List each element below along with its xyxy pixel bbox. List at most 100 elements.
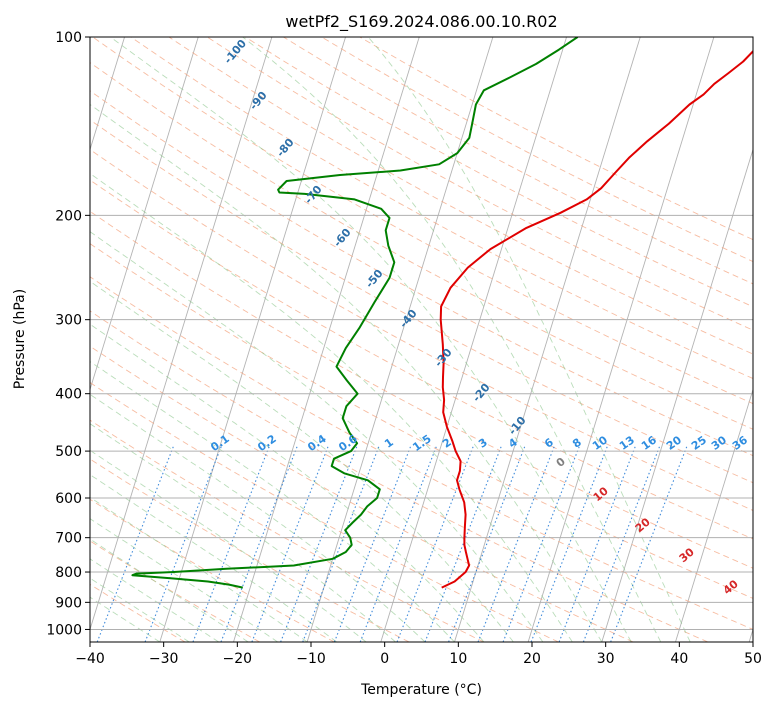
dry-adiabat-line bbox=[90, 148, 753, 511]
dry-adiabat-line bbox=[283, 37, 753, 285]
dry-adiabat-line bbox=[245, 37, 753, 308]
moist-adiabat-label: -70 bbox=[302, 183, 325, 207]
moist-adiabat-line bbox=[90, 423, 396, 642]
moist-adiabat-line bbox=[90, 172, 573, 642]
x-tick-label: 20 bbox=[523, 651, 541, 667]
dry-adiabat-line bbox=[90, 458, 410, 642]
isotherm-line bbox=[601, 148, 753, 642]
mixing-ratio-line bbox=[558, 445, 637, 642]
mixing-ratio-line bbox=[424, 445, 502, 642]
mixing-ratio-line bbox=[448, 445, 526, 642]
moist-adiabat-line bbox=[90, 393, 426, 642]
moist-adiabat-label: -90 bbox=[247, 89, 270, 113]
mixing-ratio-line bbox=[359, 445, 438, 642]
y-tick-label: 600 bbox=[55, 491, 82, 507]
x-tick-label: 0 bbox=[380, 651, 389, 667]
pressure-gridlines bbox=[90, 37, 753, 630]
x-tick-label: 10 bbox=[449, 651, 467, 667]
moist-adiabat-line bbox=[90, 538, 249, 642]
isotherm-line bbox=[233, 37, 420, 642]
dry-adiabat-line bbox=[168, 37, 753, 355]
mixing-ratio-line bbox=[220, 445, 298, 642]
dry-adiabat-line bbox=[359, 37, 753, 241]
mixing-ratio-label: 13 bbox=[617, 433, 637, 452]
moist-adiabat-line bbox=[90, 231, 544, 642]
dry-adiabat-line bbox=[90, 276, 753, 630]
dry-adiabat-line bbox=[90, 310, 709, 642]
mixing-ratio-line bbox=[582, 445, 661, 642]
dry-adiabat-line bbox=[90, 498, 335, 642]
dry-adiabat-line bbox=[92, 37, 753, 405]
moist-adiabat-label: -30 bbox=[432, 346, 455, 370]
dry-adiabat-line bbox=[90, 62, 753, 430]
dry-adiabat-line bbox=[90, 583, 186, 642]
mixing-ratio-line bbox=[280, 445, 358, 642]
chart-title: wetPf2_S169.2024.086.00.10.R02 bbox=[285, 12, 557, 32]
isotherm-line bbox=[527, 37, 715, 642]
dry-adiabat-line bbox=[90, 179, 753, 540]
mixing-ratio-label: 4 bbox=[506, 435, 520, 450]
mixing-ratio-line bbox=[530, 445, 609, 642]
mixing-ratio-label: 25 bbox=[689, 433, 709, 452]
y-tick-label: 700 bbox=[55, 531, 82, 547]
dry-adiabat-line bbox=[90, 540, 260, 642]
dry-adiabat-label: 10 bbox=[591, 484, 611, 504]
mixing-ratio-line bbox=[251, 445, 329, 642]
mixing-ratio-label: 10 bbox=[590, 433, 610, 453]
mixing-ratio-line bbox=[302, 445, 380, 642]
x-tick-label: 50 bbox=[744, 651, 762, 667]
moist-adiabat-line bbox=[90, 103, 603, 642]
isotherm-line bbox=[306, 37, 494, 642]
dry-adiabat-line bbox=[90, 382, 559, 642]
moist-adiabat-line bbox=[242, 37, 662, 642]
isotherm-line bbox=[380, 37, 568, 642]
moist-adiabat-line bbox=[90, 280, 514, 642]
dry-adiabat-label: 30 bbox=[677, 545, 697, 565]
mixing-ratio-line bbox=[96, 445, 175, 642]
x-tick-label: −30 bbox=[149, 651, 179, 667]
moist-adiabat-label: -50 bbox=[363, 267, 386, 291]
x-tick-label: 30 bbox=[597, 651, 615, 667]
mixing-ratio-label: 16 bbox=[639, 433, 659, 453]
mixing-ratio-label: 20 bbox=[664, 433, 684, 453]
moist-adiabat-line bbox=[90, 323, 485, 642]
y-tick-label: 1000 bbox=[46, 622, 82, 638]
y-tick-label: 500 bbox=[55, 444, 82, 460]
x-tick-label: −10 bbox=[296, 651, 326, 667]
isotherm-line bbox=[159, 37, 347, 642]
moist-adiabat-line bbox=[90, 577, 190, 642]
dry-adiabat-line bbox=[321, 37, 753, 263]
y-axis-title: Pressure (hPa) bbox=[12, 289, 28, 389]
isotherm-line bbox=[675, 387, 753, 642]
mixing-ratio-line bbox=[477, 445, 555, 642]
mixing-ratio-line bbox=[333, 445, 412, 642]
plot-frame bbox=[89, 36, 754, 643]
y-tick-label: 200 bbox=[55, 208, 82, 224]
moist-adiabat-line bbox=[90, 496, 308, 642]
y-tick-label: 100 bbox=[55, 30, 82, 46]
isotherm-line bbox=[90, 37, 199, 392]
dry-adiabat-line bbox=[90, 419, 484, 642]
isotherm-line bbox=[90, 37, 273, 631]
moist-adiabat-line bbox=[367, 37, 691, 642]
mixing-ratio-line bbox=[502, 445, 581, 642]
mixing-ratio-label: 1 bbox=[382, 436, 396, 451]
y-tick-label: 800 bbox=[55, 565, 82, 581]
mixing-ratio-line bbox=[192, 445, 270, 642]
mixing-ratio-label: 8 bbox=[570, 436, 584, 451]
moist-adiabat-line bbox=[90, 518, 278, 642]
moist-adiabat-label: -20 bbox=[470, 381, 493, 405]
dewpoint-profile-line bbox=[131, 37, 579, 589]
moist-adiabat-line bbox=[90, 474, 337, 642]
x-axis: −40 −30 −20 −10 0 10 20 30 40 50 bbox=[75, 642, 762, 667]
dry-adiabat-label: 0 bbox=[554, 455, 568, 470]
moist-adiabat-line bbox=[110, 37, 632, 642]
profile-lines bbox=[131, 37, 753, 589]
mixing-ratio-label: 36 bbox=[730, 433, 750, 453]
dry-adiabat-label: 40 bbox=[721, 577, 741, 597]
isotherm-line bbox=[90, 37, 126, 152]
mixing-ratio-label: 30 bbox=[709, 433, 729, 453]
mixing-ratio-line bbox=[396, 445, 474, 642]
y-tick-label: 300 bbox=[55, 313, 82, 329]
